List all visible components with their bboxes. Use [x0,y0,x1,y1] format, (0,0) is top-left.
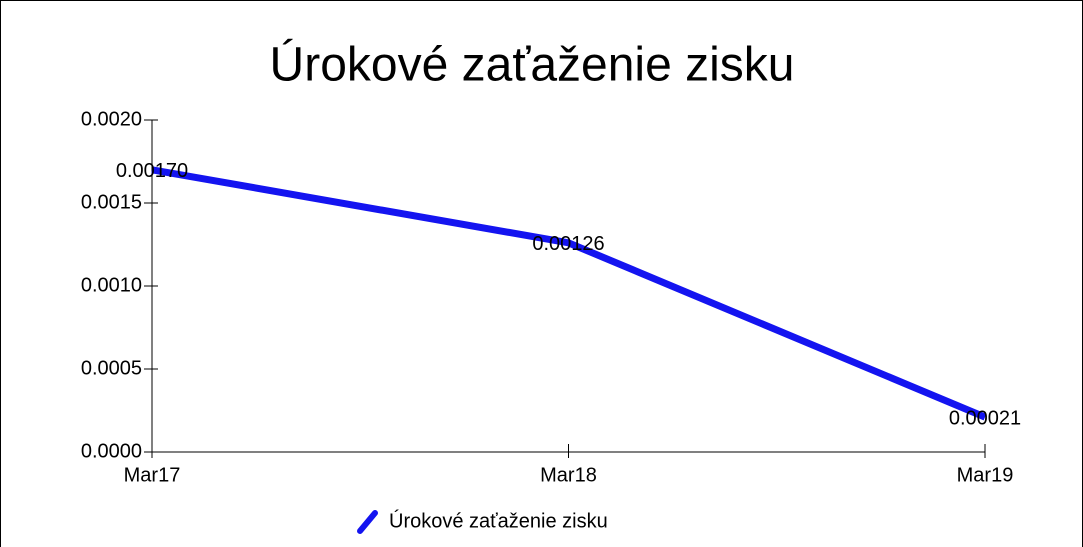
x-tick-label: Mar17 [124,464,181,486]
y-tick-label: 0.0020 [81,108,142,130]
y-tick-label: 0.0000 [81,440,142,462]
data-label: 0.00126 [532,233,604,255]
y-tick-label: 0.0005 [81,357,142,379]
data-label: 0.00021 [949,407,1021,429]
legend-label: Úrokové zaťaženie zisku [389,509,608,532]
x-tick-label: Mar19 [957,464,1014,486]
chart-title: Úrokové zaťaženie zisku [270,38,795,92]
y-tick-label: 0.0015 [81,191,142,213]
data-label: 0.00170 [116,160,188,182]
x-tick-label: Mar18 [540,464,597,486]
y-tick-label: 0.0010 [81,274,142,296]
line [151,166,987,421]
legend-swatch [357,510,378,534]
